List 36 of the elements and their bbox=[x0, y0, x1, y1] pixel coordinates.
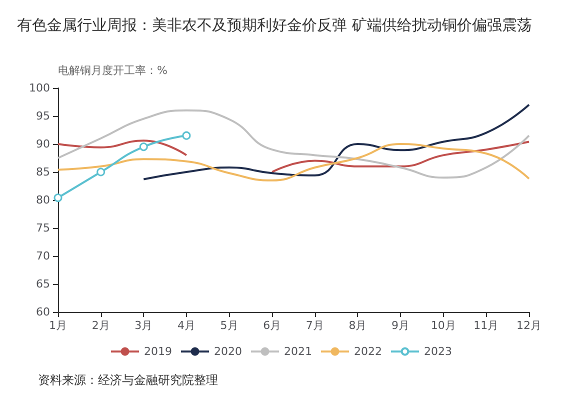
x-tick-label: 10月 bbox=[430, 319, 456, 332]
x-tick-label: 2月 bbox=[92, 319, 110, 332]
y-tick-label: 85 bbox=[36, 166, 50, 178]
y-tick-label: 100 bbox=[29, 82, 50, 94]
x-tick-label: 11月 bbox=[474, 319, 499, 332]
legend-label: 2020 bbox=[214, 345, 242, 358]
line-series bbox=[57, 143, 530, 182]
legend-label: 2023 bbox=[424, 345, 452, 358]
y-tick-label: 75 bbox=[36, 222, 50, 234]
x-tick-label: 9月 bbox=[392, 319, 410, 332]
y-tick-label: 95 bbox=[36, 110, 50, 122]
y-tick-label: 60 bbox=[36, 306, 50, 318]
legend-label: 2022 bbox=[354, 345, 382, 358]
line-series bbox=[142, 104, 530, 180]
text: 资料来源：经济与金融研究院整理 bbox=[38, 373, 218, 387]
x-tick-label: 4月 bbox=[177, 319, 196, 332]
x-tick-label: 12月 bbox=[516, 319, 542, 332]
x-tick-label: 3月 bbox=[134, 319, 153, 332]
point bbox=[54, 194, 62, 202]
y-tick-label: 90 bbox=[36, 138, 50, 150]
x-tick-label: 1月 bbox=[49, 319, 67, 332]
y-tick-label: 70 bbox=[36, 250, 50, 262]
y-tick-label: 65 bbox=[36, 278, 50, 290]
point bbox=[182, 131, 191, 140]
y-tick-label: 80 bbox=[36, 194, 50, 206]
x-tick-label: 7月 bbox=[306, 319, 324, 332]
x-tick-label: 6月 bbox=[263, 319, 282, 332]
y-axis-title: 电解铜月度开工率：% bbox=[58, 64, 168, 77]
line-series bbox=[57, 109, 530, 179]
x-tick-label: 5月 bbox=[220, 319, 238, 332]
point bbox=[139, 142, 148, 152]
chart-title: 有色金属行业周报：美非农不及预期利好金价反弹 矿端供给扰动铜价偏强震荡 bbox=[17, 16, 532, 34]
point bbox=[96, 168, 106, 176]
legend-label: 2019 bbox=[144, 345, 172, 358]
x-tick-label: 8月 bbox=[348, 319, 367, 332]
legend-label: 2021 bbox=[284, 345, 312, 358]
